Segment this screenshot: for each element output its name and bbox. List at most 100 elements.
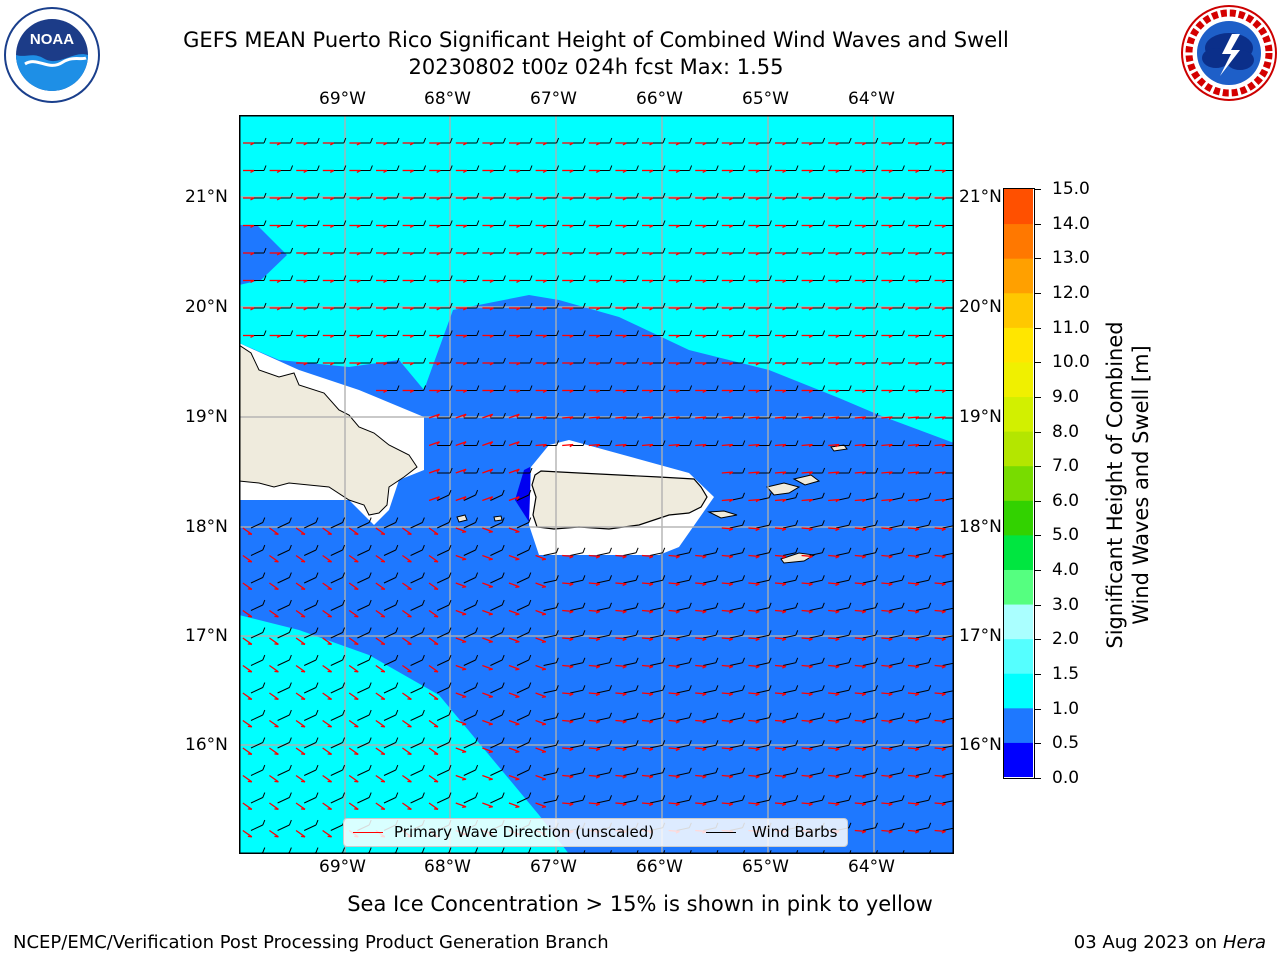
wind-barb-feather: [901, 822, 905, 828]
wave-arrow: [508, 637, 520, 643]
wave-arrow: [562, 802, 574, 805]
wind-barb: [676, 744, 690, 749]
wave-arrow-head: [782, 416, 787, 420]
wind-barb-feather: [262, 847, 266, 853]
wind-barb: [782, 634, 796, 639]
wind-barb-feather: [688, 657, 692, 663]
wind-barb: [436, 549, 450, 556]
wave-arrow: [322, 664, 333, 673]
wind-barb-feather: [609, 440, 613, 446]
wave-arrow-head: [595, 775, 601, 779]
wind-barb-feather: [821, 740, 825, 746]
wind-barb-feather: [662, 685, 666, 691]
wave-arrow-head: [541, 586, 546, 589]
wave-arrow: [295, 719, 306, 728]
wind-barb: [516, 577, 529, 584]
wind-barb: [277, 522, 290, 529]
wind-barb-feather: [556, 137, 560, 144]
wave-arrow-head: [595, 197, 601, 201]
wave-arrow-head: [835, 142, 840, 146]
wind-barb: [915, 662, 929, 666]
wind-barb-feather: [368, 792, 372, 798]
wave-arrow-head: [888, 555, 893, 559]
wave-arrow: [535, 719, 547, 725]
wave-arrow: [668, 582, 680, 585]
wind-barb-feather: [290, 275, 294, 281]
wave-arrow-head: [861, 803, 867, 807]
wave-arrow: [774, 582, 787, 585]
wind-barb: [490, 714, 503, 721]
wave-arrow-head: [515, 696, 520, 699]
wind-barb-feather: [715, 767, 719, 773]
wind-barb-feather: [609, 192, 613, 199]
colorbar-tick-label: 14.0: [1052, 213, 1090, 234]
wave-arrow-head: [755, 334, 760, 338]
wave-arrow: [721, 692, 733, 695]
wind-barb-feather: [848, 192, 852, 199]
wave-arrow: [748, 443, 760, 447]
wind-barb-feather: [875, 740, 878, 746]
wind-barb-feather: [368, 737, 372, 743]
wave-arrow-head: [675, 169, 680, 173]
wind-barb-feather: [475, 792, 479, 798]
wind-barb-feather: [290, 220, 294, 226]
wave-arrow-head: [702, 252, 707, 256]
wave-arrow-head: [595, 610, 601, 614]
wave-arrow: [748, 416, 760, 419]
wave-arrow: [907, 498, 920, 502]
wind-barb-feather: [396, 220, 400, 226]
wave-arrow: [402, 609, 412, 618]
wind-barb: [623, 579, 637, 584]
wave-arrow: [242, 829, 253, 838]
wind-barb-feather: [529, 220, 533, 226]
wave-arrow-head: [409, 389, 414, 393]
wind-barb: [516, 494, 529, 501]
wave-arrow-head: [861, 169, 867, 173]
wave-arrow: [375, 774, 386, 783]
wind-barb-feather: [928, 165, 932, 171]
wave-arrow: [455, 719, 467, 725]
colorbar-segment: [1004, 707, 1033, 743]
wave-arrow-head: [542, 362, 547, 366]
lon-label-top-64w: 64°W: [848, 89, 895, 109]
wind-barb: [703, 552, 717, 556]
wave-arrow-head: [569, 252, 574, 256]
wave-arrow: [322, 747, 333, 755]
wave-arrow: [748, 609, 760, 613]
wind-barb-feather: [501, 544, 505, 551]
land-puerto-rico: [531, 470, 708, 530]
wind-barb-feather: [875, 712, 878, 718]
wave-arrow-head: [915, 471, 920, 475]
wave-arrow-head: [409, 169, 414, 173]
wind-barb-feather: [343, 275, 347, 281]
wind-barb-feather: [662, 602, 666, 608]
wind-barb-feather: [582, 712, 586, 718]
wind-barb: [330, 687, 343, 694]
wave-arrow-head: [861, 610, 867, 614]
wind-barb-feather: [635, 740, 639, 746]
wave-arrow-head: [489, 279, 494, 283]
wind-barb: [463, 714, 476, 721]
wave-arrow: [482, 527, 493, 533]
wave-arrow: [695, 609, 707, 613]
wave-arrow: [348, 637, 359, 645]
wave-arrow-head: [835, 307, 840, 311]
wave-arrow: [721, 527, 733, 530]
wind-barb: [277, 577, 290, 584]
wind-barb: [383, 714, 396, 721]
wave-arrow-head: [808, 169, 813, 173]
wave-arrow: [588, 719, 600, 723]
sea-ice-note: Sea Ice Concentration > 15% is shown in …: [347, 892, 933, 916]
wind-barb: [303, 687, 317, 694]
wave-arrow-head: [542, 224, 547, 228]
wave-arrow: [934, 471, 946, 474]
wave-arrow-head: [649, 748, 654, 752]
wave-arrow-head: [729, 471, 734, 475]
wave-arrow-head: [861, 528, 867, 532]
wave-arrow: [721, 416, 733, 419]
wind-barb-feather: [315, 737, 319, 743]
wave-arrow-head: [702, 555, 707, 559]
wave-arrow: [907, 582, 920, 585]
wind-barb: [836, 744, 850, 749]
wave-arrow-head: [622, 610, 627, 614]
